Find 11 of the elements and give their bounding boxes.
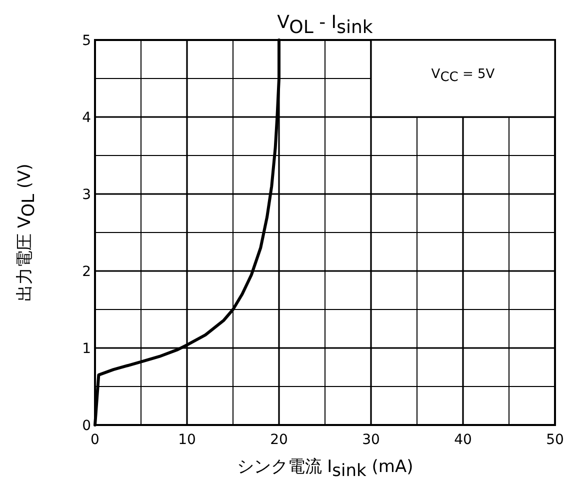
x-tick-label: 10 [178, 432, 196, 448]
y-tick-label: 4 [82, 110, 92, 126]
y-tick-label: 3 [82, 187, 91, 203]
x-tick-label: 40 [454, 432, 472, 448]
y-tick-label: 2 [82, 264, 91, 280]
y-tick-label: 5 [82, 33, 91, 49]
y-tick-label: 1 [82, 341, 91, 357]
x-tick-label: 20 [270, 432, 288, 448]
x-tick-label: 50 [546, 432, 564, 448]
y-tick-label: 0 [82, 418, 91, 434]
x-tick-label: 30 [362, 432, 380, 448]
